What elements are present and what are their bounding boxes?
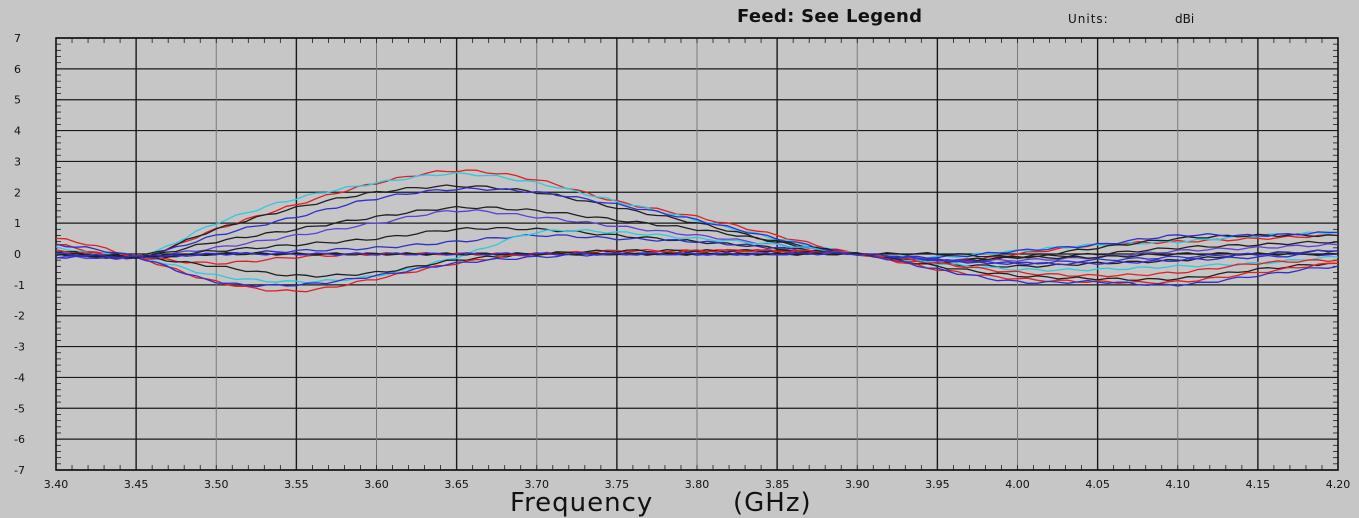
series-line bbox=[55, 243, 1339, 288]
series-line bbox=[55, 184, 1339, 263]
x-tick-label: 4.15 bbox=[1246, 478, 1271, 491]
x-tick-label: 3.60 bbox=[364, 478, 389, 491]
units-value: dBi bbox=[1175, 12, 1195, 26]
x-axis-title: Frequency bbox=[510, 488, 654, 518]
y-tick-label: -6 bbox=[14, 433, 25, 446]
x-tick-label: 3.90 bbox=[845, 478, 870, 491]
x-tick-label: 3.50 bbox=[204, 478, 229, 491]
x-tick-label: 4.10 bbox=[1166, 478, 1191, 491]
y-tick-label: 3 bbox=[14, 155, 21, 168]
y-tick-label: -2 bbox=[14, 310, 25, 323]
series-line bbox=[55, 228, 1339, 284]
y-tick-label: 1 bbox=[14, 217, 21, 230]
units-label: Units: bbox=[1068, 12, 1109, 26]
y-tick-label: -4 bbox=[14, 371, 25, 384]
series-line bbox=[55, 209, 1339, 263]
series-line bbox=[55, 205, 1339, 262]
y-tick-label: -1 bbox=[14, 279, 25, 292]
y-tick-label: 2 bbox=[14, 186, 21, 199]
y-tick-label: -5 bbox=[14, 402, 25, 415]
x-tick-label: 4.00 bbox=[1005, 478, 1030, 491]
y-tick-label: 6 bbox=[14, 63, 21, 76]
x-tick-label: 3.45 bbox=[124, 478, 149, 491]
x-tick-label: 3.75 bbox=[605, 478, 630, 491]
x-tick-label: 3.95 bbox=[925, 478, 950, 491]
x-tick-label: 3.40 bbox=[44, 478, 69, 491]
x-tick-label: 3.80 bbox=[685, 478, 710, 491]
x-tick-label: 4.20 bbox=[1326, 478, 1351, 491]
series-line bbox=[55, 171, 1339, 259]
x-tick-label: 3.55 bbox=[284, 478, 309, 491]
x-tick-label: 3.70 bbox=[525, 478, 550, 491]
feed-label: Feed: See Legend bbox=[737, 6, 923, 27]
series-line bbox=[55, 187, 1338, 260]
series-line bbox=[55, 248, 1339, 281]
series-line bbox=[55, 237, 1339, 293]
series-line bbox=[56, 169, 1339, 266]
y-tick-label: 4 bbox=[14, 125, 21, 138]
series-line bbox=[55, 233, 1339, 266]
y-tick-label: -3 bbox=[14, 341, 25, 354]
x-tick-label: 4.05 bbox=[1085, 478, 1110, 491]
y-tick-label: 7 bbox=[14, 32, 21, 45]
y-tick-label: -7 bbox=[14, 464, 25, 477]
x-tick-label: 3.85 bbox=[765, 478, 790, 491]
x-axis-unit: (GHz) bbox=[733, 488, 812, 518]
x-tick-label: 3.65 bbox=[444, 478, 469, 491]
series-line bbox=[55, 249, 1339, 265]
y-tick-label: 5 bbox=[14, 94, 21, 107]
y-tick-label: 0 bbox=[14, 248, 21, 261]
